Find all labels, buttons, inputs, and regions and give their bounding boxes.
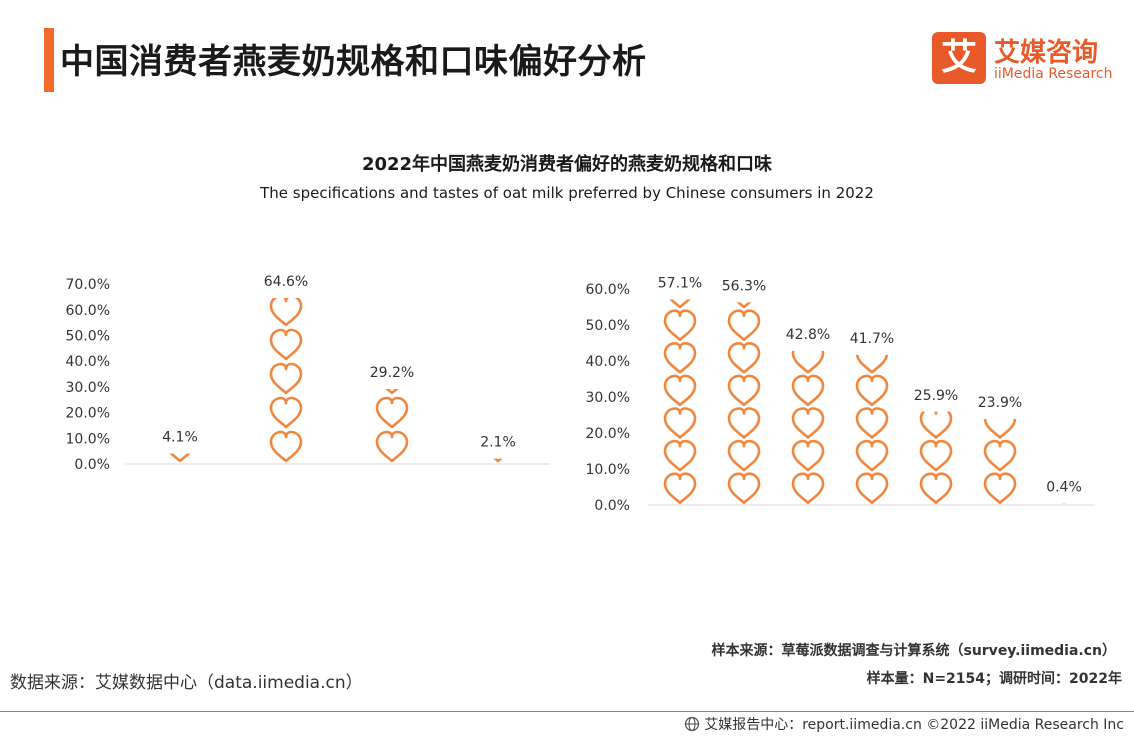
heart-mark	[727, 407, 761, 439]
heart-mark	[269, 297, 303, 327]
heart-mark	[663, 439, 697, 472]
brand-logo: 艾 艾媒咨询 iiMedia Research	[932, 32, 1122, 88]
y-tick-label: 10.0%	[586, 462, 630, 478]
heart-mark	[919, 411, 953, 439]
y-tick-label: 60.0%	[586, 282, 630, 298]
y-tick-label: 0.0%	[74, 457, 110, 473]
chart-title: 2022年中国燕麦奶消费者偏好的燕麦奶规格和口味	[361, 154, 773, 175]
heart-mark	[269, 328, 303, 361]
data-source: 数据来源：艾媒数据中心（data.iimedia.cn）	[10, 673, 363, 693]
heart-bar	[727, 302, 761, 505]
y-tick-label: 60.0%	[66, 303, 110, 319]
y-tick-label: 40.0%	[66, 354, 110, 370]
heart-mark	[663, 309, 697, 342]
chart-subtitle: The specifications and tastes of oat mil…	[260, 184, 874, 202]
logo-mark: 艾	[932, 32, 986, 84]
footer-divider	[0, 711, 1134, 712]
heart-mark	[663, 472, 697, 505]
y-tick-label: 50.0%	[66, 329, 110, 345]
data-label: 29.2%	[370, 365, 414, 381]
y-tick-label: 20.0%	[66, 406, 110, 422]
data-label: 41.7%	[850, 331, 894, 347]
logo-en-text: iiMedia Research	[994, 66, 1113, 82]
heart-mark	[791, 439, 825, 472]
logo-cn-text: 艾媒咨询	[994, 38, 1099, 68]
heart-mark	[269, 430, 303, 463]
heart-mark	[983, 418, 1017, 439]
heart-mark	[727, 472, 761, 505]
heart-mark	[727, 439, 761, 472]
heart-mark	[727, 374, 761, 407]
data-label: 4.1%	[162, 429, 198, 445]
sample-source: 样本来源：草莓派数据调查与计算系统（survey.iimedia.cn）	[711, 643, 1116, 659]
heart-mark	[855, 354, 889, 374]
globe-icon	[685, 716, 700, 732]
title-accent-bar	[44, 28, 54, 92]
heart-mark	[855, 374, 889, 407]
data-label: 25.9%	[914, 388, 958, 404]
heart-mark	[791, 472, 825, 505]
heart-mark	[727, 341, 761, 374]
heart-bar	[269, 297, 303, 463]
y-tick-label: 0.0%	[594, 498, 630, 514]
heart-mark	[791, 407, 825, 439]
data-label: 2.1%	[480, 435, 516, 451]
heart-mark	[983, 439, 1017, 472]
footer: 艾媒报告中心：report.iimedia.cn ©2022 iiMedia R…	[684, 714, 1124, 734]
sample-size: 样本量：N=2154；调研时间：2022年	[866, 671, 1122, 687]
heart-mark	[855, 472, 889, 505]
y-tick-label: 20.0%	[586, 426, 630, 442]
heart-mark	[269, 362, 303, 395]
y-tick-label: 50.0%	[586, 318, 630, 334]
heart-mark	[855, 439, 889, 472]
data-label: 42.8%	[786, 327, 830, 343]
chart-1: 0.0% 10.0% 20.0% 30.0% 40.0% 50.0% 60.0% 70.0% 4…	[66, 274, 550, 473]
heart-mark	[663, 374, 697, 407]
footer-text: 艾媒报告中心：report.iimedia.cn ©2022 iiMedia R…	[704, 717, 1124, 733]
heart-mark	[663, 407, 697, 439]
y-tick-label: 70.0%	[66, 277, 110, 293]
y-tick-label: 30.0%	[586, 390, 630, 406]
heart-bar	[663, 299, 697, 505]
y-tick-label: 40.0%	[586, 354, 630, 370]
heart-mark	[375, 396, 409, 429]
heart-mark	[269, 396, 303, 429]
heart-mark	[919, 439, 953, 472]
y-tick-label: 10.0%	[66, 431, 110, 447]
heart-mark	[983, 472, 1017, 505]
chart-2: 0.0% 10.0% 20.0% 30.0% 40.0% 50.0% 60.0% 57.1% 5…	[586, 275, 1095, 514]
data-label: 57.1%	[658, 275, 702, 291]
page-title: 中国消费者燕麦奶规格和口味偏好分析	[60, 42, 647, 82]
heart-mark	[919, 472, 953, 505]
data-label: 56.3%	[722, 278, 766, 294]
heart-mark	[727, 309, 761, 342]
heart-mark	[375, 430, 409, 463]
heart-mark	[663, 341, 697, 374]
y-tick-label: 30.0%	[66, 380, 110, 396]
data-label: 64.6%	[264, 274, 308, 290]
heart-mark	[791, 350, 825, 374]
heart-mark	[791, 374, 825, 407]
heart-mark	[855, 407, 889, 439]
data-label: 0.4%	[1046, 480, 1082, 496]
data-label: 23.9%	[978, 395, 1022, 411]
